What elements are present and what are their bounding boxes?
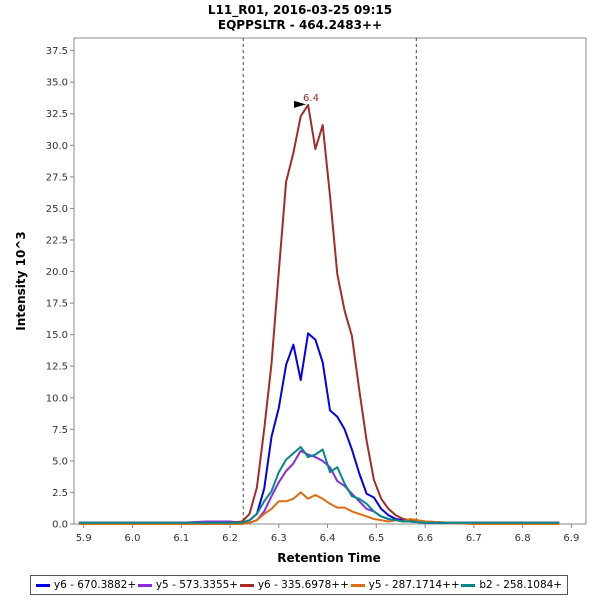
x-tick-label: 6.5	[368, 533, 384, 544]
y-tick-label: 10.0	[46, 393, 68, 404]
legend-swatch	[137, 583, 152, 587]
y-tick-label: 27.5	[46, 172, 68, 183]
series-line	[78, 446, 560, 524]
legend-item: y6 - 335.6978++	[239, 579, 349, 591]
y-axis-label: Intensity 10^3	[14, 231, 28, 331]
y-tick-label: 17.5	[46, 299, 68, 310]
chart-subtitle: EQPPSLTR - 464.2483++	[218, 18, 382, 32]
x-tick-label: 5.9	[76, 533, 92, 544]
x-axis-label: Retention Time	[277, 551, 381, 565]
y-tick-label: 5.0	[52, 456, 68, 467]
series-line	[78, 491, 560, 525]
legend-swatch	[239, 583, 254, 587]
legend-item: y5 - 573.3355+	[137, 579, 239, 591]
x-tick-label: 6.1	[173, 533, 189, 544]
chart-title: L11_R01, 2016-03-25 09:15	[208, 3, 392, 18]
y-tick-label: 30.0	[46, 141, 68, 152]
legend-swatch	[461, 583, 476, 587]
legend-item: y5 - 287.1714++	[350, 579, 460, 591]
legend: y6 - 670.3882+ y5 - 573.3355+ y6 - 335.697…	[30, 575, 568, 595]
y-tick-label: 2.5	[52, 488, 68, 499]
legend-label: b2 - 258.1084+	[479, 579, 563, 591]
x-tick-label: 6.9	[563, 533, 579, 544]
y-tick-label: 20.0	[46, 267, 68, 278]
legend-label: y6 - 335.6978++	[257, 579, 349, 591]
y-tick-label: 22.5	[46, 235, 68, 246]
legend-swatch	[350, 583, 365, 587]
legend-item: y6 - 670.3882+	[35, 579, 137, 591]
legend-label: y5 - 287.1714++	[368, 579, 460, 591]
legend-swatch	[35, 583, 50, 587]
x-tick-label: 6.8	[515, 533, 531, 544]
x-tick-label: 6.2	[222, 533, 238, 544]
x-tick-label: 6.7	[466, 533, 482, 544]
x-tick-label: 6.3	[271, 533, 287, 544]
legend-item: b2 - 258.1084+	[461, 579, 562, 591]
plot-area	[73, 37, 587, 525]
y-tick-label: 15.0	[46, 330, 68, 341]
y-tick-label: 25.0	[46, 204, 68, 215]
y-tick-label: 0.0	[52, 520, 68, 531]
y-tick-label: 35.0	[46, 78, 68, 89]
legend-label: y6 - 670.3882+	[53, 579, 137, 591]
x-tick-label: 6.6	[417, 533, 433, 544]
peak-marker-arrow	[294, 100, 307, 108]
legend-label: y5 - 573.3355+	[155, 579, 239, 591]
y-tick-label: 12.5	[46, 362, 68, 373]
chromatogram-chart: L11_R01, 2016-03-25 09:15 EQPPSLTR - 464…	[14, 3, 587, 565]
x-tick-label: 6.4	[320, 533, 336, 544]
y-tick-label: 32.5	[46, 109, 68, 120]
y-tick-label: 37.5	[46, 46, 68, 57]
y-tick-label: 7.5	[52, 425, 68, 436]
peak-label: 6.4	[303, 93, 319, 104]
x-tick-label: 6.0	[125, 533, 141, 544]
